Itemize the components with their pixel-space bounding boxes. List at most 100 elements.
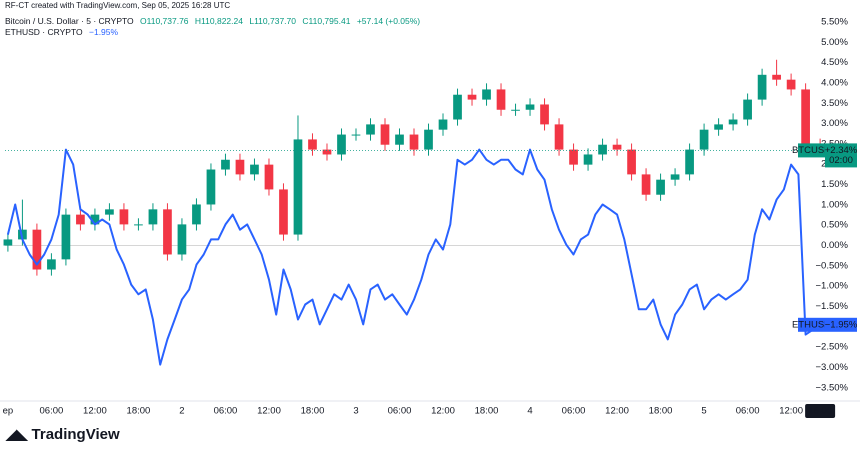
x-tick-label: 12:00 (431, 406, 455, 417)
candle-body (32, 229, 42, 270)
price-line (6, 148, 821, 366)
credit: RF-CT created with TradingView.com, Sep … (5, 1, 231, 10)
y-tick-label: 4.50% (821, 57, 848, 68)
x-tick-label: 06:00 (40, 406, 64, 417)
y-tick-label: −3.00% (816, 362, 849, 373)
x-tick-label: 2 (179, 406, 184, 417)
candle-body (337, 134, 346, 155)
candle-body (119, 209, 129, 225)
y-tick-label: 3.00% (821, 118, 848, 129)
candle-body (148, 209, 158, 225)
countdown: 02:00 (829, 155, 853, 166)
x-tick-label: 06:00 (214, 406, 238, 417)
candle-body (424, 129, 433, 150)
candle-body (3, 239, 13, 246)
y-tick-label: 1.50% (821, 179, 848, 190)
y-tick-label: −1.00% (816, 281, 849, 292)
candle-body (511, 109, 520, 111)
candle-body (482, 89, 491, 100)
candle-body (656, 179, 665, 195)
candle-body (61, 214, 71, 260)
price-tag-name-bg (798, 317, 825, 332)
candle-body (90, 214, 100, 225)
x-tick-label: 06:00 (562, 406, 586, 417)
candle-body (192, 204, 201, 225)
legend-name: ETHUSD · CRYPTO (5, 27, 83, 37)
x-tick-label: 12:00 (83, 406, 107, 417)
candle-body (525, 104, 535, 110)
change: +57.14 (+0.05%) (356, 16, 421, 26)
candle-body (453, 94, 462, 120)
x-tick-label: 18:00 (127, 406, 151, 417)
candle-body (322, 149, 332, 155)
candle-body (308, 139, 317, 150)
candle-body (496, 89, 506, 110)
y-tick-label: −1.50% (816, 301, 849, 312)
candle-body (134, 224, 143, 226)
candle-body (366, 124, 375, 135)
logo-text: TradingView (31, 426, 120, 443)
legend-name: Bitcoin / U.S. Dollar · 5 · CRYPTO (5, 16, 134, 26)
y-tick-label: −3.50% (816, 382, 849, 393)
x-tick-label: 3 (353, 406, 358, 417)
candle-body (772, 74, 781, 80)
candle-body (279, 189, 288, 235)
candle-body (540, 104, 549, 125)
ohlc: L110,737.70 (249, 16, 296, 26)
x-tick-label: 12:00 (779, 406, 803, 417)
x-tick-label: 06:00 (388, 406, 412, 417)
candle-body (786, 79, 796, 90)
candle-body (467, 94, 477, 100)
price-tag-value: −1.95% (825, 319, 858, 330)
candle-body (699, 129, 709, 150)
candle-body (47, 259, 56, 270)
candle-body (685, 149, 694, 175)
candle-body (583, 154, 593, 165)
candle-body (554, 124, 564, 150)
x-tick-label: 18:00 (301, 406, 325, 417)
logo: ◢◣ TradingView (6, 426, 120, 443)
ohlc: C110,795.41 (302, 16, 351, 26)
price-tag-name: BTCUSD (792, 145, 831, 156)
candle-body (351, 134, 361, 136)
x-tick-label: 06:00 (736, 406, 760, 417)
candle-body (177, 224, 187, 255)
candle-body (293, 139, 303, 235)
y-tick-label: 1.00% (821, 199, 848, 210)
candle-body (801, 89, 810, 145)
candle-body (627, 149, 636, 175)
candle-body (395, 134, 404, 145)
candle-body (380, 124, 390, 145)
price-tag-name-bg (798, 143, 825, 158)
change: −1.95% (89, 27, 119, 37)
x-tick-label: 4 (527, 406, 532, 417)
candle-body (743, 99, 752, 120)
logo-icon: ◢◣ (6, 426, 28, 442)
price-tag-value-bg (825, 317, 857, 332)
y-tick-label: −0.50% (816, 260, 849, 271)
price-tag-name: ETHUSD (792, 319, 831, 330)
candle-body (569, 149, 578, 165)
price-tag-value-bg (825, 143, 857, 168)
ohlc: H110,822.24 (194, 16, 243, 26)
y-tick-label: 0.00% (821, 240, 848, 251)
time-marker (805, 404, 836, 418)
y-tick-label: −2.50% (816, 342, 849, 353)
y-tick-label: 3.50% (821, 98, 848, 109)
candle-body (163, 209, 172, 255)
candle-body (206, 169, 216, 205)
y-tick-label: 5.50% (821, 16, 848, 27)
x-tick-label: 5 (701, 406, 706, 417)
candle-body (612, 144, 622, 150)
y-tick-label: 5.00% (821, 37, 848, 48)
x-tick-label: 12:00 (257, 406, 281, 417)
x-tick-label: ep (3, 406, 14, 417)
candle-body (235, 159, 245, 175)
candle-body (76, 214, 85, 225)
candle-body (670, 174, 680, 180)
candle-body (598, 144, 607, 155)
x-tick-label: 16:00 (808, 406, 832, 417)
candle-body (757, 74, 767, 100)
candle-body (728, 119, 738, 125)
